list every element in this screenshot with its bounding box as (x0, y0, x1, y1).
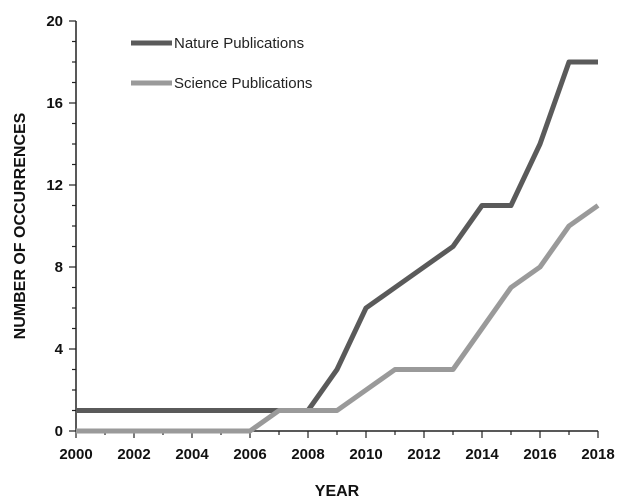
x-tick-label: 2004 (175, 446, 209, 463)
x-tick-label: 2006 (233, 446, 266, 463)
x-tick-label: 2008 (291, 446, 324, 463)
x-tick-label: 2016 (523, 446, 556, 463)
x-tick-label: 2018 (581, 446, 614, 463)
y-axis-title: NUMBER OF OCCURRENCES (12, 112, 29, 339)
y-tick-label: 8 (55, 259, 63, 276)
y-tick-label: 0 (55, 423, 63, 440)
x-tick-label: 2010 (349, 446, 382, 463)
series-line-nature (76, 59, 598, 413)
series-lines (76, 59, 600, 434)
y-tick-label: 20 (46, 13, 63, 30)
legend-label: Nature Publications (174, 35, 304, 52)
y-tick-label: 16 (46, 95, 63, 112)
legend: Nature Publications Science Publications (131, 35, 312, 92)
x-tick-label: 2000 (59, 446, 92, 463)
x-tick-label: 2002 (117, 446, 150, 463)
series-line-science (76, 203, 600, 434)
x-tick-label: 2014 (465, 446, 499, 463)
y-tick-label: 12 (46, 177, 63, 194)
x-axis-title: YEAR (315, 483, 360, 500)
legend-label: Science Publications (174, 75, 312, 92)
x-tick-label: 2012 (407, 446, 440, 463)
y-tick-label: 4 (55, 341, 64, 358)
